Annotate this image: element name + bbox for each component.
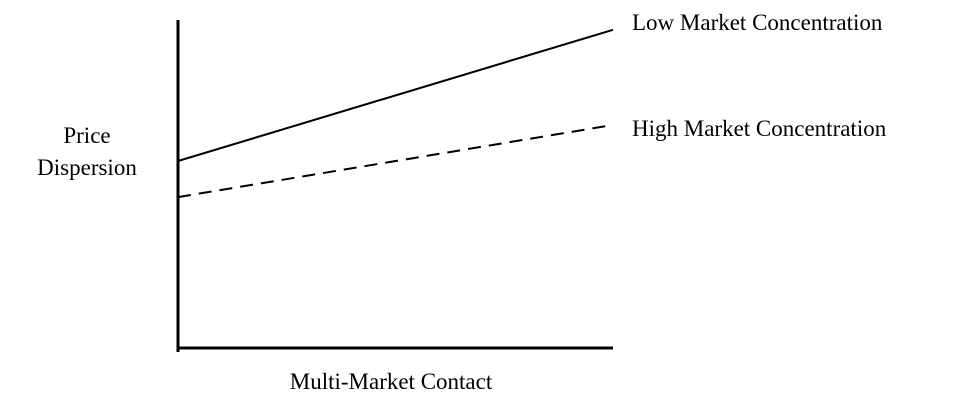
series-layer [177, 28, 614, 199]
y-axis-label-line-1: Price [63, 123, 110, 148]
x-axis-label: Multi-Market Contact [290, 369, 493, 394]
y-axis-label-line-2: Dispersion [37, 155, 137, 180]
series-label-high-market-concentration: High Market Concentration [632, 116, 887, 141]
series-label-low-market-concentration: Low Market Concentration [632, 10, 883, 35]
series-line-high-market-concentration [177, 124, 614, 199]
series-line-low-market-concentration [177, 28, 614, 162]
